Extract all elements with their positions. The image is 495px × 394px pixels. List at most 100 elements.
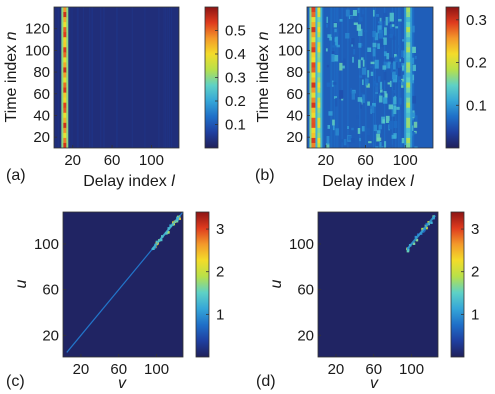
heatmap-speckle [326,136,330,145]
heatmap-band-cell [317,127,321,134]
y-tick-label: 100 [25,42,50,59]
heatmap-speckle [327,34,332,38]
heatmap-texture-line [103,7,105,148]
y-tick-label: 40 [286,107,303,124]
heatmap-speckle [383,71,387,81]
colorbar [450,211,465,358]
colorbar-tick-label: 0.3 [225,70,246,87]
heatmap-speckle [396,106,400,110]
heatmap-band-cell [63,82,67,89]
panel-label: (b) [255,167,275,184]
plot-frame [62,211,184,358]
heatmap-speckle [399,58,402,62]
heatmap-band-cell [311,142,317,148]
heatmap-speckle [401,137,406,144]
heatmap-band-cell [63,107,67,114]
heatmap-speckle [414,146,418,148]
heatmap-speckle [379,141,382,148]
heatmap-speckle [401,81,405,86]
x-tick-label: 60 [110,361,127,378]
heatmap-speckle [332,45,337,48]
x-tick-label: 20 [64,152,81,169]
heatmap-speckle [385,93,388,98]
y-tick-label: 60 [33,86,50,103]
heatmap-speckle [372,102,376,107]
heatmap-band-cell [311,62,317,68]
y-tick-label: 40 [33,107,50,124]
heatmap-band-cell [317,77,321,84]
heatmap-speckle [411,46,416,53]
heatmap-band-cell [63,12,67,18]
heatmap-band-cell [311,112,317,119]
heatmap-texture-line [168,7,171,148]
heatmap-band-cell [317,117,321,124]
heatmap-band-cell [63,42,67,48]
heatmap-speckle [343,139,347,146]
colorbar-tick-label: 0.2 [466,55,487,72]
heatmap-band-cell [63,27,67,33]
heatmap-speckle [396,68,398,78]
heatmap-band-cell [317,32,321,38]
heatmap-speckle [387,82,390,85]
heatmap-band-cell [63,57,67,63]
heatmap-texture-line [158,7,160,148]
heatmap-band-cell [63,67,67,73]
heatmap-band-cell [317,82,321,89]
heatmap-speckle [384,27,387,36]
y-tick-label: 20 [286,129,303,146]
heatmap-band-cell [317,112,321,119]
heatmap-speckle [385,16,388,26]
heatmap-band-cell [63,62,67,68]
heatmap-band-cell [63,72,67,78]
heatmap-band-cell [317,97,321,104]
heatmap-speckle [356,24,361,31]
heatmap-speckle [351,127,354,131]
heatmap-band-cell [311,57,317,63]
heatmap-speckle [379,39,384,48]
heatmap-band-cell [63,52,67,58]
heatmap-speckle [366,82,368,86]
heatmap-band-cell [406,77,411,84]
heatmap-peak-cell [415,238,419,242]
heatmap-speckle [335,97,338,107]
heatmap-band-cell [406,52,411,58]
heatmap-speckle [376,13,380,17]
x-tick-label: 60 [104,152,121,169]
heatmap-band-cell [311,92,317,99]
heatmap-band-cell [317,12,321,18]
heatmap-peak-cell [178,217,181,220]
heatmap-speckle [361,9,365,15]
colorbar-tick-label: 1 [216,306,224,323]
heatmap-speckle [378,29,384,39]
y-tick-label: 60 [42,282,59,299]
heatmap-texture-line [77,7,79,148]
heatmap-band-cell [63,77,67,84]
heatmap-speckle [358,28,363,37]
heatmap-speckle [376,137,382,141]
y-tick-label: 60 [297,282,314,299]
heatmap-band-cell [63,127,67,134]
heatmap-speckle [392,90,395,97]
heatmap-band-cell [63,47,67,53]
heatmap-cells [54,7,179,148]
heatmap-band-cell [317,122,321,129]
heatmap-band-cell [406,117,411,124]
heatmap-band-cell [311,47,317,53]
heatmap-speckle [345,9,350,17]
heatmap-speckle [375,146,379,148]
heatmap-band-cell [311,97,317,104]
heatmap-speckle [350,88,353,93]
heatmap-band-cell [311,82,317,89]
heatmap-band-cell [63,92,67,99]
heatmap-speckle [394,54,397,58]
heatmap-cells [318,212,438,357]
heatmap-speckle [362,59,365,67]
x-tick-label: 60 [357,152,374,169]
heatmap-peak-cell [414,235,418,239]
y-tick-label: 120 [25,21,50,38]
heatmap-panel-c: 20 60 100 20 60 100 v u (c) 1 2 3 [6,211,224,392]
heatmap-band-cell [406,87,411,94]
heatmap-speckle [335,36,338,46]
heatmap-speckle [413,121,418,128]
heatmap-speckle [383,61,388,69]
